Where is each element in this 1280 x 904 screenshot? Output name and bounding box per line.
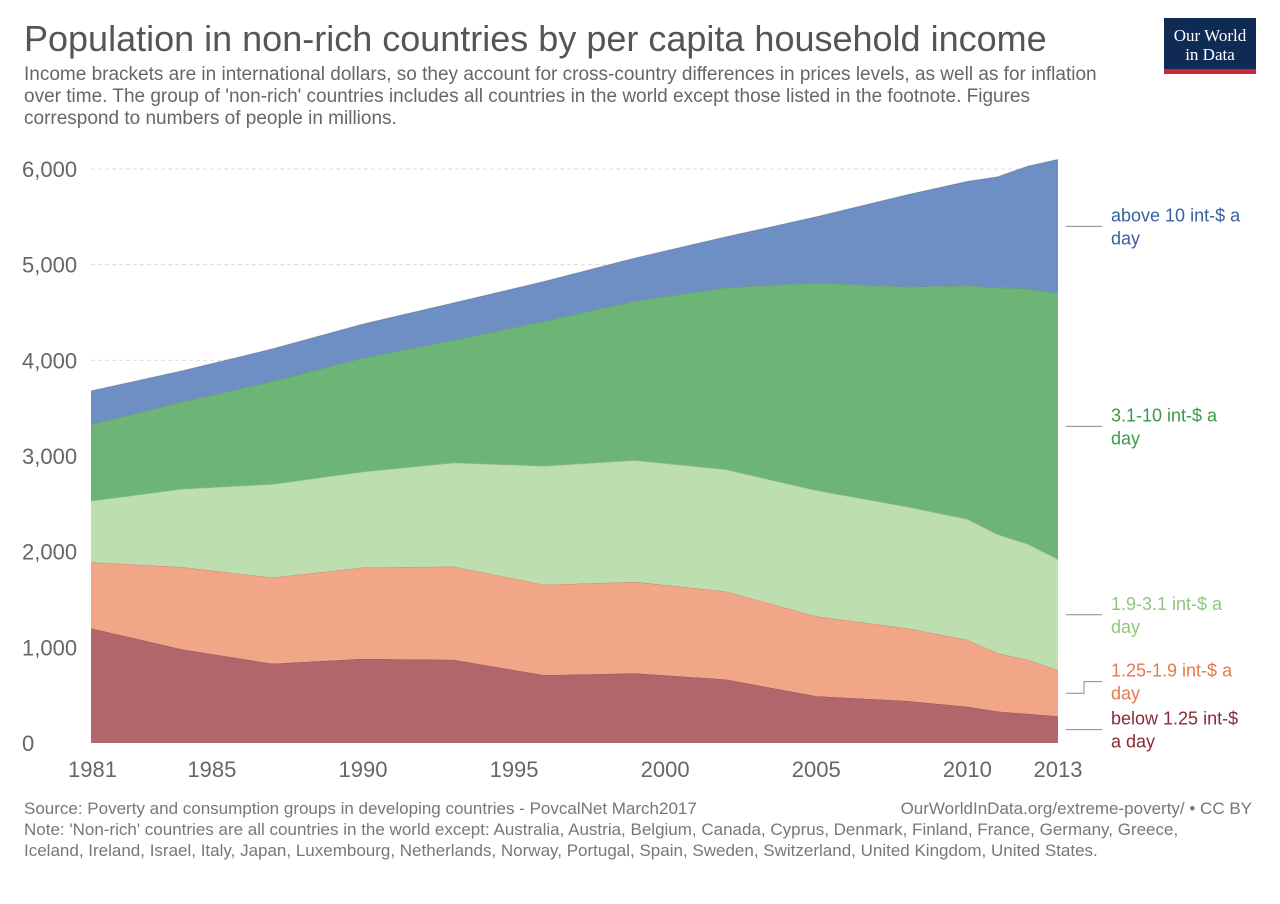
series-label-line: 3.1-10 int-$ a — [1111, 405, 1218, 425]
y-tick-label: 3,000 — [22, 444, 77, 469]
x-tick-label: 1990 — [338, 757, 387, 780]
series-label: 1.9-3.1 int-$ a day — [1111, 594, 1223, 637]
y-tick-label: 1,000 — [22, 635, 77, 660]
x-tick-label: 2005 — [792, 757, 841, 780]
x-tick-label: 2000 — [641, 757, 690, 780]
series-label-line: day — [1111, 617, 1140, 637]
chart-footer: Source: Poverty and consumption groups i… — [24, 798, 1264, 861]
y-tick-label: 4,000 — [22, 348, 77, 373]
y-tick-label: 6,000 — [22, 157, 77, 182]
y-tick-label: 0 — [22, 731, 34, 756]
x-tick-label: 1995 — [490, 757, 539, 780]
series-label-line: above 10 int-$ a — [1111, 205, 1241, 225]
x-tick-label: 1985 — [187, 757, 236, 780]
series-labels: below 1.25 int-$ a day 1.25-1.9 int-$ a day… — [1066, 205, 1241, 752]
label-leader — [1066, 681, 1102, 694]
our-world-in-data-logo[interactable]: Our World in Data — [1164, 18, 1256, 74]
series-label: below 1.25 int-$ a day — [1111, 709, 1238, 752]
logo-line-2: in Data — [1185, 45, 1235, 64]
area-3-1-10-int-a-day — [91, 282, 1058, 560]
area-above-10-int-a-day — [91, 159, 1058, 425]
series-label-line: a day — [1111, 732, 1155, 752]
series-label-line: 1.25-1.9 int-$ a — [1111, 661, 1233, 681]
chart-title: Population in non-rich countries by per … — [24, 18, 1047, 59]
x-tick-label: 1981 — [68, 757, 117, 780]
area-edge — [90, 158, 1059, 392]
series-label: 1.25-1.9 int-$ a day — [1111, 661, 1233, 704]
series-label-line: day — [1111, 428, 1140, 448]
area-1-25-1-9-int-a-day — [91, 562, 1058, 717]
area-1-9-3-1-int-a-day — [91, 460, 1058, 671]
series-label-line: day — [1111, 228, 1140, 248]
y-tick-label: 2,000 — [22, 540, 77, 565]
source-text: Source: Poverty and consumption groups i… — [24, 799, 697, 818]
series-label: above 10 int-$ a day — [1111, 205, 1241, 248]
series-label-line: day — [1111, 684, 1140, 704]
area-edge — [90, 561, 1059, 671]
stacked-area-chart: 0 1,000 2,000 3,000 4,000 5,000 6,000 1981 1985… — [22, 157, 1241, 780]
x-axis: 1981 1985 1990 1995 2000 2005 2010 2013 — [68, 757, 1082, 780]
x-tick-label: 2013 — [1034, 757, 1083, 780]
chart-subtitle: Income brackets are in international dol… — [24, 64, 1097, 129]
credit-link[interactable]: OurWorldInData.org/extreme-poverty/ • CC… — [900, 799, 1252, 818]
area-below-1-25-int-a-day — [91, 628, 1058, 743]
area-series — [90, 158, 1059, 743]
x-tick-label: 2010 — [943, 757, 992, 780]
y-axis: 0 1,000 2,000 3,000 4,000 5,000 6,000 — [22, 157, 77, 756]
y-tick-label: 5,000 — [22, 253, 77, 278]
series-label-line: below 1.25 int-$ — [1111, 709, 1238, 729]
logo-line-1: Our World — [1173, 26, 1247, 45]
footnote: Note: 'Non-rich' countries are all count… — [24, 820, 1179, 860]
series-label: 3.1-10 int-$ a day — [1111, 405, 1218, 448]
series-label-line: 1.9-3.1 int-$ a — [1111, 594, 1223, 614]
